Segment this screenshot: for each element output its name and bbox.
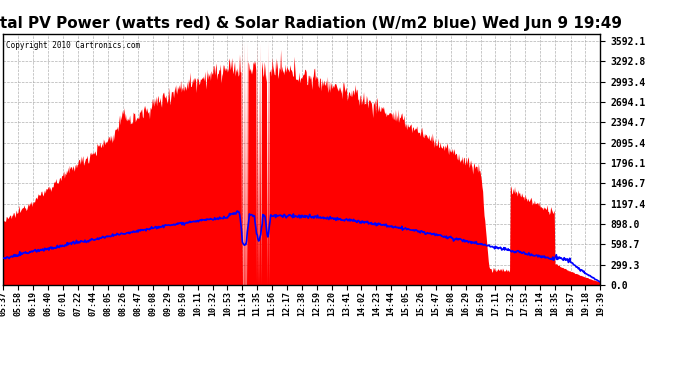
Title: Total PV Power (watts red) & Solar Radiation (W/m2 blue) Wed Jun 9 19:49: Total PV Power (watts red) & Solar Radia… (0, 16, 622, 31)
Text: Copyright 2010 Cartronics.com: Copyright 2010 Cartronics.com (6, 41, 141, 50)
